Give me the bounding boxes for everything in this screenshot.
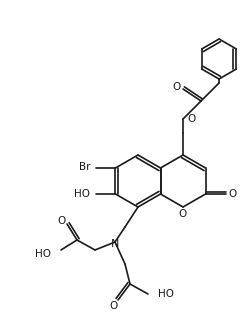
Text: HO: HO <box>158 289 174 299</box>
Text: Br: Br <box>79 162 91 172</box>
Text: O: O <box>228 189 237 199</box>
Text: O: O <box>187 114 195 124</box>
Text: O: O <box>109 301 117 311</box>
Text: O: O <box>172 82 180 92</box>
Text: O: O <box>57 216 65 226</box>
Text: HO: HO <box>35 249 51 259</box>
Text: N: N <box>111 239 119 249</box>
Text: HO: HO <box>74 189 91 199</box>
Text: O: O <box>178 209 186 219</box>
